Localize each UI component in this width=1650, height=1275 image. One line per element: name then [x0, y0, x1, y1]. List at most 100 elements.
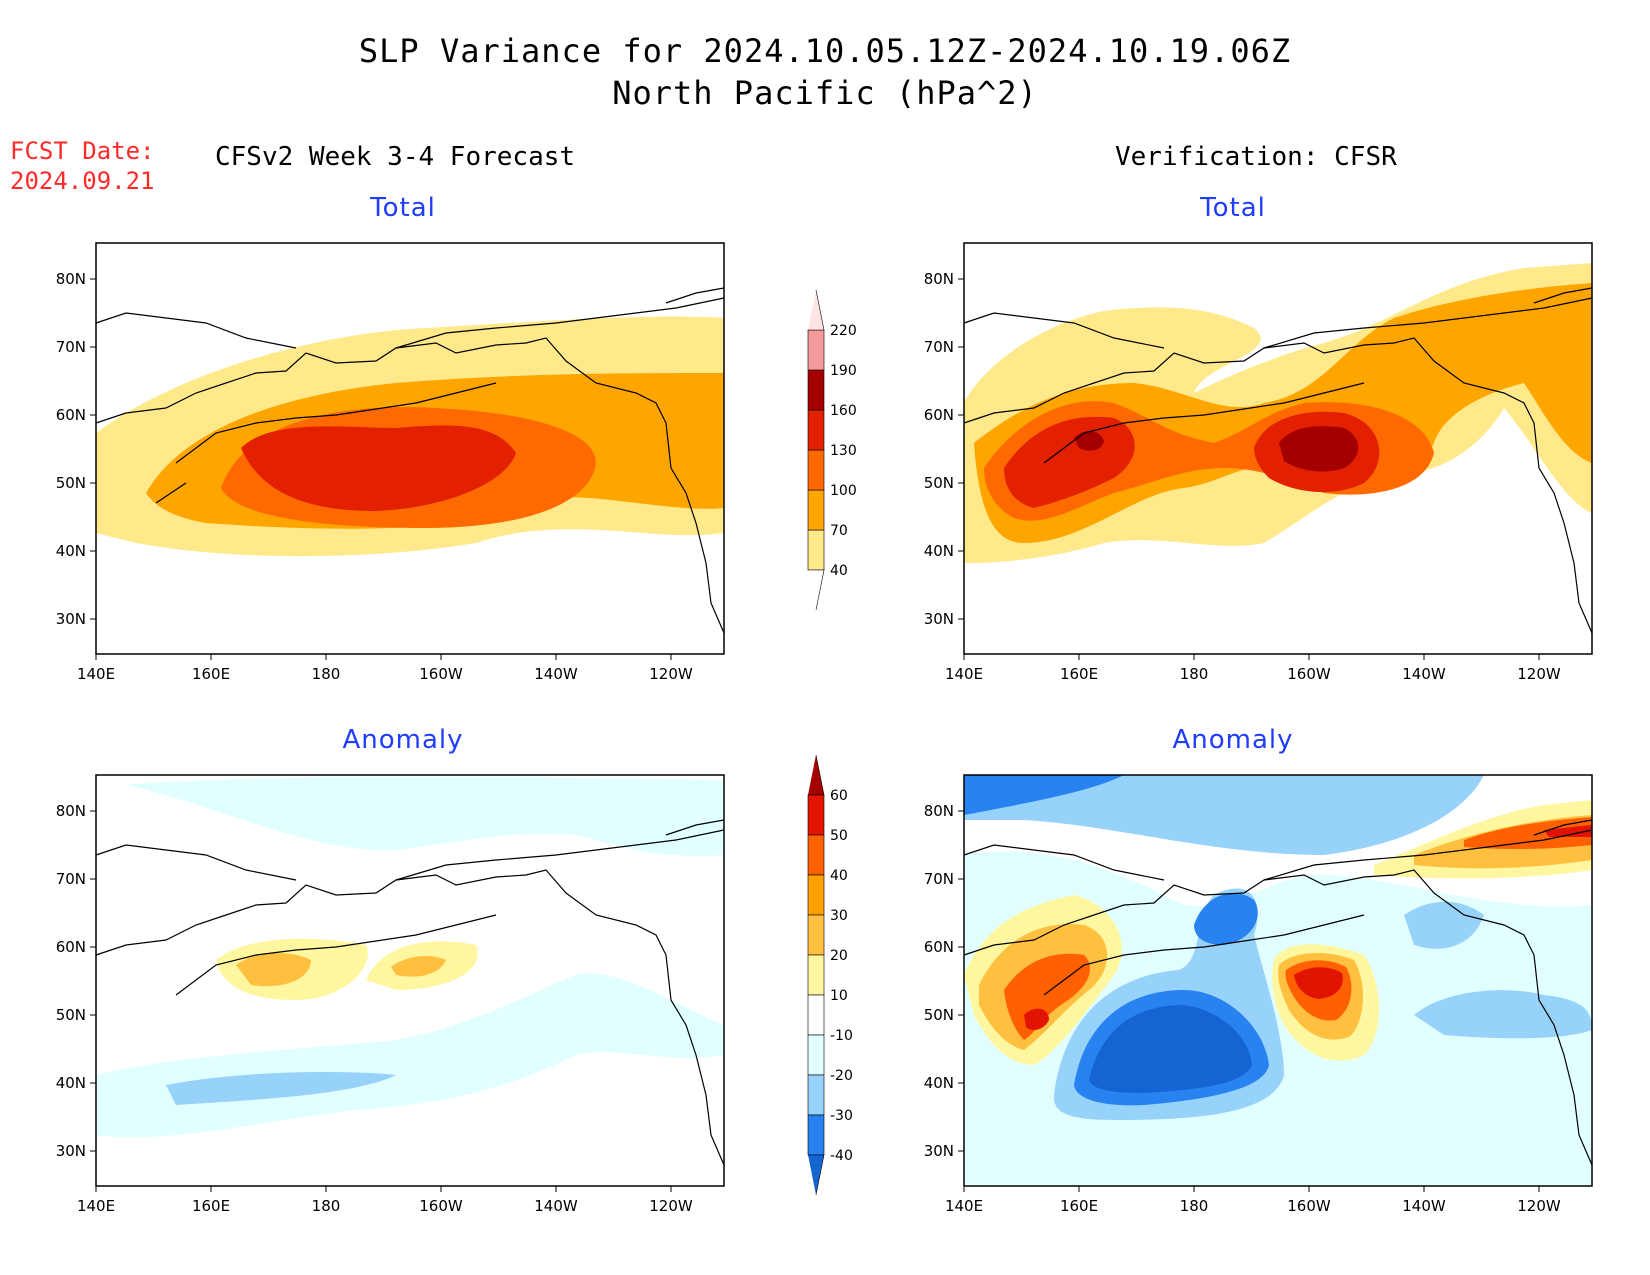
colorbar-swatch [807, 874, 825, 916]
verification-heading: Verification: CFSR [1115, 142, 1397, 172]
colorbar-tick-label: -10 [830, 1028, 853, 1044]
colorbar-tick-label: 50 [830, 828, 848, 844]
lat-label: 30N [924, 610, 954, 628]
colorbar-swatch [807, 994, 825, 1036]
lat-label: 60N [924, 938, 954, 956]
forecast-total-subtitle: Total [370, 193, 436, 223]
colorbar-swatch [808, 1154, 825, 1196]
lon-label: 160W [419, 665, 463, 683]
lon-label: 160E [1060, 665, 1098, 683]
colorbar-tick-label: 100 [830, 483, 857, 499]
colorbar-swatch [807, 914, 825, 956]
coastline [95, 819, 725, 1166]
total-colorbar: 40 70 100 130 160 190 220 [807, 289, 857, 611]
colorbar-tick-label: 160 [830, 403, 857, 419]
colorbar-swatch [807, 449, 825, 491]
lon-label: 140W [1402, 665, 1446, 683]
lat-ticks [90, 278, 96, 620]
colorbar-tick-label: 10 [830, 988, 848, 1004]
lat-label: 40N [56, 542, 86, 560]
colorbar-tick-label: 40 [830, 868, 848, 884]
lon-label: 160E [192, 665, 230, 683]
lat-label: 80N [924, 802, 954, 820]
lon-label: 140E [945, 1197, 983, 1215]
coastline [963, 287, 1593, 634]
lat-label: 70N [56, 870, 86, 888]
lat-label: 80N [56, 802, 86, 820]
colorbar-swatch [807, 1034, 825, 1076]
lat-label: 30N [56, 1142, 86, 1160]
lon-label: 120W [1517, 1197, 1561, 1215]
lat-label: 50N [56, 474, 86, 492]
lon-label: 140W [534, 1197, 578, 1215]
colorbar-swatch [807, 1074, 825, 1116]
lat-label: 60N [924, 406, 954, 424]
verification-anomaly-map: 80N 70N 60N 50N 40N 30N 140E 160E 180 16… [908, 767, 1608, 1222]
colorbar-swatch [808, 755, 825, 796]
lat-label: 40N [56, 1074, 86, 1092]
figure-title-line2: North Pacific (hPa^2) [612, 74, 1038, 112]
colorbar-tick-label: 40 [830, 563, 848, 579]
lon-label: 160E [1060, 1197, 1098, 1215]
colorbar-tail [808, 569, 825, 611]
lat-label: 70N [924, 870, 954, 888]
lon-label: 140W [1402, 1197, 1446, 1215]
colorbar-tick-label: 220 [830, 323, 857, 339]
colorbar-tick-label: 70 [830, 523, 848, 539]
colorbar-swatch [807, 529, 825, 571]
verification-total-subtitle: Total [1200, 193, 1266, 223]
lat-label: 80N [56, 270, 86, 288]
lon-label: 120W [649, 665, 693, 683]
lon-label: 180 [312, 1197, 341, 1215]
colorbar-swatch [807, 489, 825, 531]
lat-label: 60N [56, 938, 86, 956]
colorbar-swatch [807, 1114, 825, 1156]
verification-total-field [964, 263, 1592, 563]
fcst-date-value: 2024.09.21 [10, 167, 155, 195]
colorbar-tick-label: -30 [830, 1108, 853, 1124]
colorbar-tick-label: 60 [830, 788, 848, 804]
colorbar-tick-label: -40 [830, 1148, 853, 1164]
lon-label: 140E [945, 665, 983, 683]
lat-label: 60N [56, 406, 86, 424]
colorbar-tick-label: 20 [830, 948, 848, 964]
lon-ticks [95, 654, 672, 660]
colorbar-swatch [807, 369, 825, 411]
fcst-date-label: FCST Date: [10, 137, 155, 165]
forecast-anomaly-map: 80N 70N 60N 50N 40N 30N 140E 160E 180 16… [40, 767, 740, 1222]
lat-label: 70N [924, 338, 954, 356]
colorbar-swatch [808, 289, 825, 331]
lat-label: 50N [924, 1006, 954, 1024]
colorbar-tick-label: 30 [830, 908, 848, 924]
colorbar-tick-label: 130 [830, 443, 857, 459]
lon-label: 180 [1180, 1197, 1209, 1215]
lat-label: 30N [56, 610, 86, 628]
lat-label: 50N [56, 1006, 86, 1024]
figure-title-line1: SLP Variance for 2024.10.05.12Z-2024.10.… [358, 32, 1292, 70]
lon-label: 120W [1517, 665, 1561, 683]
forecast-heading: CFSv2 Week 3-4 Forecast [215, 142, 576, 172]
forecast-total-map: 80N 70N 60N 50N 40N 30N 140E 160E 180 16… [40, 235, 740, 690]
lon-label: 180 [312, 665, 341, 683]
lat-label: 80N [924, 270, 954, 288]
lon-label: 160W [419, 1197, 463, 1215]
colorbar-swatch [807, 794, 825, 836]
coastline [95, 287, 725, 634]
lon-label: 160W [1287, 1197, 1331, 1215]
colorbar-swatch [807, 954, 825, 996]
lat-label: 40N [924, 1074, 954, 1092]
lon-label: 120W [649, 1197, 693, 1215]
lon-label: 180 [1180, 665, 1209, 683]
colorbar-swatch [807, 409, 825, 451]
verification-anomaly-subtitle: Anomaly [1172, 725, 1294, 755]
lon-label: 160W [1287, 665, 1331, 683]
lat-label: 50N [924, 474, 954, 492]
forecast-anomaly-subtitle: Anomaly [342, 725, 464, 755]
colorbar-tick-label: -20 [830, 1068, 853, 1084]
verification-total-map: 80N 70N 60N 50N 40N 30N 140E 160E 180 16… [908, 235, 1608, 690]
lat-label: 70N [56, 338, 86, 356]
coastline [963, 819, 1593, 1166]
colorbar-tick-label: 190 [830, 363, 857, 379]
forecast-anomaly-field [96, 776, 724, 1138]
colorbar-swatch [807, 834, 825, 876]
